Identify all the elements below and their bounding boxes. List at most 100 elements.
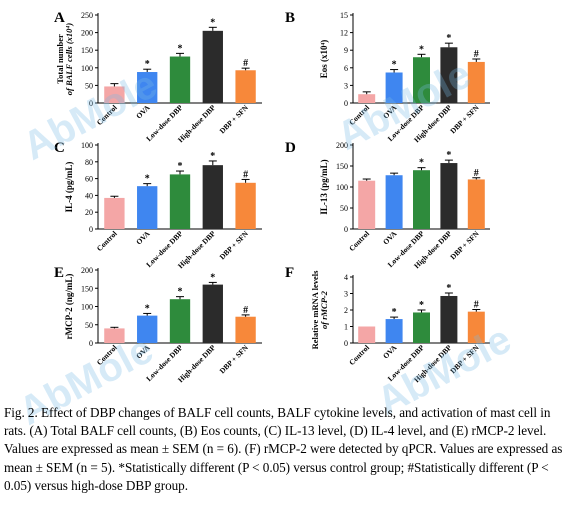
figure-caption: Fig. 2. Effect of DBP changes of BALF ce… xyxy=(4,405,563,493)
y-tick-label-A-3: 150 xyxy=(81,46,93,55)
y-tick-label-A-2: 100 xyxy=(81,64,93,73)
significance-mark-A-4: # xyxy=(243,58,248,69)
bar-B-0 xyxy=(358,94,376,103)
significance-mark-E-2: * xyxy=(178,287,183,298)
x-tick-label-B-4: DBP + SFN xyxy=(448,103,481,136)
panel-label-F: F xyxy=(285,265,294,281)
x-tick-label-B-0: Control xyxy=(347,103,371,127)
y-label-A-line2: of BALF cells (x10⁴) xyxy=(64,23,74,96)
x-tick-label-D-0: Control xyxy=(347,229,371,253)
bar-C-3 xyxy=(202,165,223,229)
y-tick-label-C-1: 20 xyxy=(85,208,93,217)
significance-mark-A-1: * xyxy=(145,59,150,70)
significance-mark-E-1: * xyxy=(145,303,150,314)
x-tick-label-C-4: DBP + SFN xyxy=(218,229,251,262)
significance-mark-D-2: * xyxy=(419,158,424,169)
bar-A-1 xyxy=(137,72,158,103)
y-tick-label-C-2: 40 xyxy=(85,191,93,200)
significance-mark-C-2: * xyxy=(178,161,183,172)
y-tick-label-B-3: 9 xyxy=(344,46,348,55)
y-tick-label-D-1: 50 xyxy=(340,204,348,213)
significance-mark-B-3: * xyxy=(446,33,451,44)
x-tick-label-D-1: OVA xyxy=(381,229,399,247)
y-tick-label-D-2: 100 xyxy=(336,183,348,192)
x-tick-label-F-1: OVA xyxy=(381,343,399,361)
bar-B-1 xyxy=(385,72,403,103)
y-tick-label-E-2: 100 xyxy=(81,303,93,312)
significance-mark-E-3: * xyxy=(210,272,215,283)
significance-mark-A-2: * xyxy=(178,43,183,54)
x-tick-label-C-1: OVA xyxy=(134,229,152,247)
y-label-F-line2: of rMCP-2 xyxy=(319,290,329,329)
bar-B-4 xyxy=(467,61,485,103)
significance-mark-B-4: # xyxy=(474,49,479,60)
bar-D-3 xyxy=(440,163,458,229)
y-label-A-line1: Total number xyxy=(55,34,65,84)
significance-mark-A-3: * xyxy=(210,17,215,28)
significance-mark-C-4: # xyxy=(243,169,248,180)
significance-mark-F-2: * xyxy=(419,300,424,311)
x-tick-label-D-4: DBP + SFN xyxy=(448,229,481,262)
y-tick-label-E-0: 0 xyxy=(89,339,93,348)
bar-D-1 xyxy=(385,175,403,229)
y-label-F-line1: Relative mRNA levels xyxy=(310,270,320,350)
bar-E-0 xyxy=(104,328,125,343)
y-label-D: IL-13 (pg/mL) xyxy=(319,159,329,214)
y-label-E: rMCP-2 (ng/mL) xyxy=(64,274,74,340)
bar-A-2 xyxy=(169,56,191,103)
significance-mark-B-1: * xyxy=(392,60,397,71)
x-tick-label-F-4: DBP + SFN xyxy=(448,343,481,376)
y-tick-label-B-5: 15 xyxy=(340,11,348,20)
panel-label-E: E xyxy=(54,265,64,281)
bar-C-0 xyxy=(104,197,125,229)
bar-D-2 xyxy=(413,170,430,229)
bar-C-4 xyxy=(235,182,256,229)
bar-E-1 xyxy=(137,315,158,343)
y-tick-label-B-0: 0 xyxy=(344,99,348,108)
significance-mark-B-2: * xyxy=(419,44,424,55)
bar-F-0 xyxy=(358,326,376,343)
bar-A-0 xyxy=(104,86,125,103)
bar-C-2 xyxy=(169,174,191,229)
y-tick-label-F-1: 1 xyxy=(344,323,348,332)
y-tick-label-F-4: 4 xyxy=(344,273,348,282)
y-tick-label-D-3: 150 xyxy=(336,162,348,171)
y-label-C: IL-4 (pg/mL) xyxy=(64,162,74,213)
bar-C-1 xyxy=(137,186,158,229)
panel-label-D: D xyxy=(285,140,296,156)
significance-mark-D-3: * xyxy=(446,150,451,161)
x-tick-label-B-1: OVA xyxy=(381,103,399,121)
significance-mark-D-4: # xyxy=(474,168,479,179)
y-label-B: Eos (x10⁴) xyxy=(319,40,329,78)
x-tick-label-E-1: OVA xyxy=(134,343,152,361)
x-tick-label-A-4: DBP + SFN xyxy=(218,103,251,136)
bar-A-4 xyxy=(235,70,256,103)
bar-D-4 xyxy=(467,179,485,229)
bar-F-2 xyxy=(413,312,430,343)
significance-mark-C-1: * xyxy=(145,174,150,185)
panel-label-C: C xyxy=(54,140,65,156)
y-tick-label-E-1: 50 xyxy=(85,321,93,330)
y-tick-label-E-4: 200 xyxy=(81,266,93,275)
x-tick-label-E-4: DBP + SFN xyxy=(218,343,251,376)
bar-E-3 xyxy=(202,284,223,343)
y-tick-label-C-4: 80 xyxy=(85,158,93,167)
y-tick-label-D-0: 0 xyxy=(344,225,348,234)
panel-label-B: B xyxy=(285,10,295,26)
x-tick-label-A-0: Control xyxy=(95,103,119,127)
y-tick-label-C-3: 60 xyxy=(85,175,93,184)
bar-A-3 xyxy=(202,30,223,104)
y-tick-label-C-5: 100 xyxy=(81,141,93,150)
y-tick-label-F-2: 2 xyxy=(344,306,348,315)
y-tick-label-B-4: 12 xyxy=(340,29,348,38)
x-tick-label-A-1: OVA xyxy=(134,103,152,121)
y-tick-label-C-0: 0 xyxy=(89,225,93,234)
bar-B-3 xyxy=(440,47,458,103)
bar-F-4 xyxy=(467,311,485,343)
y-tick-label-A-1: 50 xyxy=(85,81,93,90)
y-tick-label-E-3: 150 xyxy=(81,284,93,293)
y-tick-label-D-4: 200 xyxy=(336,141,348,150)
panel-label-A: A xyxy=(54,10,65,26)
y-tick-label-B-1: 3 xyxy=(344,81,348,90)
